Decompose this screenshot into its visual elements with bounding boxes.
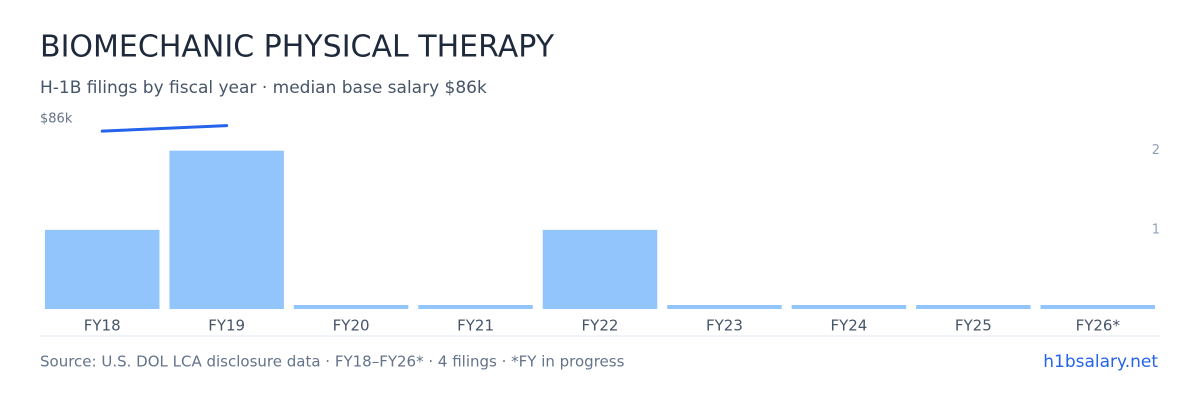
bar bbox=[1040, 305, 1156, 309]
salary-line bbox=[100, 124, 229, 133]
x-tick-label: FY24 bbox=[830, 317, 867, 335]
bar bbox=[667, 305, 782, 309]
chart-title: BIOMECHANIC PHYSICAL THERAPY bbox=[40, 30, 555, 65]
chart-subtitle: H-1B filings by fiscal year · median bas… bbox=[40, 78, 487, 98]
bar bbox=[542, 229, 658, 309]
x-tick-label: FY21 bbox=[457, 317, 494, 335]
bar bbox=[418, 305, 533, 309]
x-tick-label: FY19 bbox=[208, 317, 245, 335]
bar bbox=[169, 150, 284, 309]
brand-link[interactable]: h1bsalary.net bbox=[1043, 352, 1158, 372]
x-tick-label: FY20 bbox=[333, 317, 370, 335]
bar bbox=[293, 305, 409, 309]
bar bbox=[44, 229, 160, 309]
y2-tick-label: 2 bbox=[1152, 143, 1160, 158]
x-tick-label: FY22 bbox=[582, 317, 619, 335]
source-note: Source: U.S. DOL LCA disclosure data · F… bbox=[40, 353, 625, 371]
bar bbox=[916, 305, 1031, 309]
y-tick-label: $86k bbox=[40, 112, 73, 127]
y2-tick-label: 1 bbox=[1152, 222, 1160, 237]
x-tick-label: FY25 bbox=[955, 317, 992, 335]
bar bbox=[791, 305, 907, 309]
x-tick-label: FY18 bbox=[84, 317, 121, 335]
x-tick-label: FY26* bbox=[1076, 317, 1121, 335]
x-tick-label: FY23 bbox=[706, 317, 743, 335]
